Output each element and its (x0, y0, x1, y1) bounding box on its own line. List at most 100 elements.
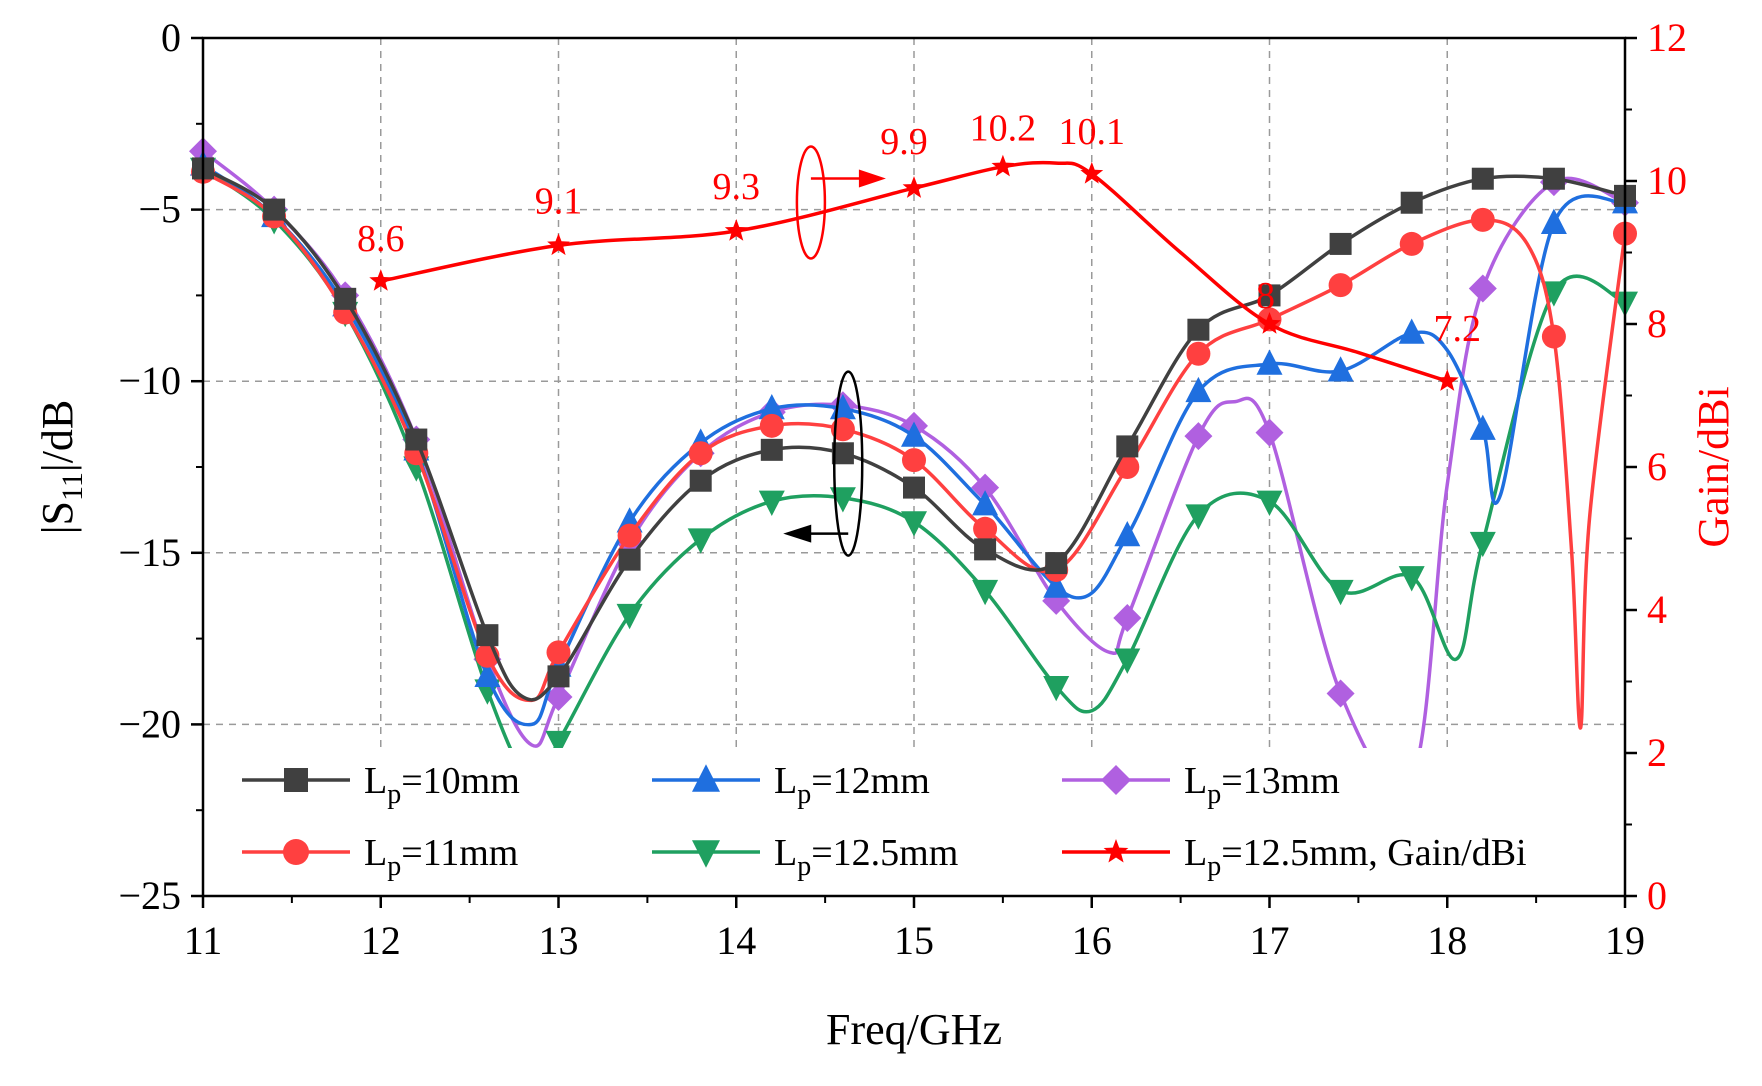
legend-label-prefix: L (774, 832, 797, 874)
data-point (1256, 349, 1283, 375)
legend-label-suffix: =10mm (401, 760, 520, 802)
legend-mask (232, 748, 1632, 890)
legend-label-sub: p (797, 851, 811, 882)
data-point (1328, 273, 1353, 298)
data-point (1327, 356, 1354, 382)
legend-item: Lp=11mm (242, 832, 518, 882)
data-point (476, 624, 499, 647)
data-label: 10.2 (970, 108, 1037, 150)
data-point (830, 417, 855, 442)
legend-marker (692, 840, 720, 868)
legend-label-suffix: =12.5mm (811, 832, 958, 874)
legend-item: Lp=12mm (652, 760, 930, 810)
data-point (1540, 281, 1567, 307)
data-point (759, 413, 784, 438)
legend-item: Lp=13mm (1062, 760, 1340, 810)
y-right-tick-label: 12 (1647, 15, 1687, 60)
legend-label: Lp=12mm (774, 760, 930, 810)
x-tick-label: 14 (716, 918, 756, 963)
data-point (903, 476, 925, 499)
y-left-title-tail: |/dB (33, 400, 82, 472)
x-tick-label: 17 (1250, 918, 1290, 963)
data-point (1469, 414, 1496, 440)
data-point (901, 421, 927, 447)
data-point (1184, 422, 1213, 451)
legend-label-prefix: L (1184, 760, 1207, 802)
data-point (546, 640, 571, 665)
data-point (758, 490, 785, 516)
data-point (547, 665, 570, 688)
legend-label-sub: p (387, 779, 401, 810)
data-point (1327, 579, 1354, 606)
y-left-title-main: |S (33, 501, 82, 534)
y-left-tick-label: −10 (118, 358, 181, 403)
data-point (1043, 675, 1070, 702)
legend-label: Lp=12.5mm (774, 832, 958, 882)
data-point (973, 516, 998, 541)
y-left-tick-label: −20 (118, 701, 181, 746)
data-point (474, 661, 501, 688)
series-line (201, 166, 1626, 787)
legend-label-sub: p (387, 851, 401, 882)
data-point (616, 603, 643, 630)
legend-label: Lp=10mm (364, 760, 520, 810)
legend-label-prefix: L (774, 760, 797, 802)
data-point (617, 523, 642, 548)
data-point (1116, 435, 1139, 458)
x-tick-label: 15 (894, 918, 934, 963)
y-left-axis-title: |S11|/dB (33, 400, 89, 535)
data-point (1258, 312, 1281, 334)
data-point (1471, 167, 1494, 190)
data-point (689, 469, 712, 492)
data-label: 9.9 (880, 121, 928, 163)
y-right-axis-title: Gain/dBi (1689, 386, 1738, 547)
data-point (618, 548, 641, 571)
legend-label-prefix: L (364, 760, 387, 802)
data-point (991, 154, 1015, 177)
data-point (1113, 604, 1142, 633)
data-point (1185, 376, 1212, 403)
data-point (1542, 167, 1565, 190)
data-point (687, 528, 714, 554)
data-point (1045, 552, 1068, 575)
data-point (831, 442, 854, 465)
legend-label-sub: p (1207, 851, 1221, 882)
s11-arrow-head (783, 524, 812, 543)
data-point (405, 428, 428, 451)
x-tick-label: 18 (1427, 918, 1467, 963)
legend-item: Lp=10mm (242, 760, 520, 810)
legend-label-suffix: =12.5mm, Gain/dBi (1221, 832, 1526, 874)
data-point (974, 538, 997, 561)
data-label: 8 (1256, 275, 1275, 317)
data-label: 9.1 (535, 180, 583, 222)
legend-label-suffix: =12mm (811, 760, 930, 802)
y-left-tick-label: −5 (138, 187, 181, 232)
data-point (1541, 324, 1566, 349)
data-point (547, 233, 570, 256)
legend-marker (284, 768, 308, 792)
series-line (201, 163, 1626, 727)
legend-marker (1101, 765, 1131, 795)
data-point (971, 473, 1000, 502)
y-right-tick-label: 2 (1647, 730, 1667, 775)
data-label: 8.6 (357, 218, 405, 260)
x-tick-label: 16 (1072, 918, 1112, 963)
data-point (760, 438, 783, 461)
data-point (544, 682, 573, 711)
data-point (1435, 369, 1459, 391)
data-point (1468, 274, 1497, 303)
data-point (901, 511, 927, 537)
data-point (1043, 572, 1070, 598)
data-point (1114, 648, 1141, 674)
legend-label-sub: p (1207, 779, 1221, 810)
data-point (545, 730, 572, 757)
data-point (1255, 418, 1284, 447)
y-left-tick-label: −15 (118, 530, 181, 575)
x-axis-title: Freq/GHz (826, 1005, 1002, 1054)
legend-marker (1103, 839, 1129, 863)
legend-item: Lp=12.5mm (652, 832, 958, 882)
data-point (902, 448, 926, 473)
legend-label: Lp=11mm (364, 832, 518, 882)
data-point (1470, 207, 1495, 232)
